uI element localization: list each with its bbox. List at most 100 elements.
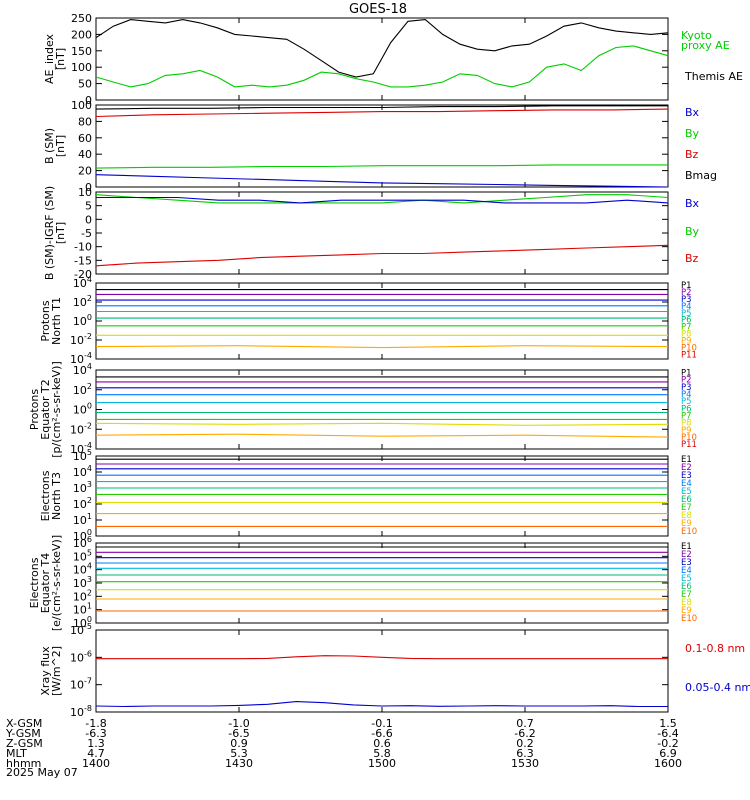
x-axis-tick-value: 1.5 [659,717,677,730]
y-tick-label: 101 [73,512,92,527]
legend-entry: P8 [681,419,692,429]
x-axis-tick-value: -0.2 [657,737,678,750]
series-line-bx [95,174,669,188]
panel-frame [95,104,669,188]
legend-entry: Bmag [685,169,717,182]
y-tick-label: 10-2 [70,332,92,347]
x-axis-tick-value: -6.5 [228,727,249,740]
x-axis-row-label: Y-GSM [5,727,41,740]
x-axis-tick-value: 6.3 [516,747,534,760]
y-tick-label: 10-6 [70,649,92,664]
x-axis-row-label: Z-GSM [6,737,43,750]
y-tick-label: 250 [71,12,92,25]
series-line-p9 [95,433,669,438]
legend-entry: P3 [681,295,692,305]
y-axis-label: B (SM)-IGRF (SM)[nT] [43,186,67,280]
legend-entry: E7 [681,503,692,513]
y-tick-label: 102 [73,294,92,309]
series-line-bmag [95,105,668,110]
x-axis-tick-value: 1430 [225,757,253,770]
y-tick-exponent: -8 [84,704,92,713]
x-axis-tick-value: -1.0 [228,717,249,730]
y-axis-label-line: [W/m^2] [50,646,63,696]
y-tick-label: -10 [74,241,92,254]
series-line-by [95,194,669,204]
legend-entry: P2 [681,288,692,298]
y-tick-label: 20 [78,165,92,178]
y-tick-exponent: 2 [87,588,92,597]
panel-frame [95,629,669,713]
x-axis-tick-value: 1.3 [87,737,105,750]
legend-entry: E2 [681,463,692,473]
x-axis-tick-value: 0.7 [516,717,534,730]
x-axis-tick-value: -6.4 [657,727,678,740]
y-tick-exponent: 2 [87,294,92,303]
y-axis-label-line: [nT] [54,48,67,70]
y-tick-label: 10 [78,186,92,199]
y-tick-label: 150 [71,45,92,58]
series-line-p8 [95,422,669,426]
y-axis-label-line: Equator T2 [39,379,52,439]
series-line-kyoto-proxy-ae [95,45,669,88]
x-axis-tick-value: 1500 [368,757,396,770]
legend-entry: P4 [681,390,692,400]
panel-frame [95,455,669,537]
y-tick-label: 103 [73,480,92,495]
y-tick-label: 0 [85,213,92,226]
y-tick-exponent: 4 [87,362,92,371]
legend-entry: By [685,127,700,140]
series-line-bz [95,244,669,267]
y-tick-label: 104 [73,464,92,479]
y-tick-label: 200 [71,28,92,41]
legend-entry: E2 [681,550,692,560]
legend-entry: proxy AE [681,39,730,52]
series-line-bz [95,108,669,118]
y-tick-exponent: 5 [87,548,92,557]
x-axis-tick-value: 1600 [654,757,682,770]
y-axis-label-line: Equator T4 [39,553,52,613]
legend-entry: E4 [681,566,692,576]
y-tick-label: 102 [73,382,92,397]
legend-entry: P8 [681,330,692,340]
y-axis-label-line: AE_index [43,33,56,84]
x-axis-tick-value: 5.8 [373,747,391,760]
x-axis-tick-value: 1530 [511,757,539,770]
y-tick-exponent: -6 [84,649,92,658]
legend-entry: Bx [685,106,700,119]
legend-entry: E1 [681,455,692,465]
y-axis-label-line: Protons [39,300,52,341]
series-line-bx [96,196,669,204]
legend-entry: E6 [681,495,692,505]
y-tick-label: 10-7 [70,677,92,692]
y-axis-label: AE_index[nT] [43,33,67,84]
y-tick-label: 5 [85,200,92,213]
legend-entry: P6 [681,404,692,414]
legend-entry: P9 [681,336,692,346]
y-tick-exponent: 3 [87,575,92,584]
legend-entry: E9 [681,519,692,529]
y-tick-label: -15 [74,254,92,267]
y-axis-label-line: Electrons [39,470,52,521]
y-tick-exponent: 3 [87,480,92,489]
y-tick-label: 10-2 [70,421,92,436]
series-line-themis-ae [95,19,669,78]
series-line-p9 [95,345,669,349]
x-axis-tick-value: -6.6 [371,727,392,740]
legend-entry: P10 [681,343,697,353]
x-axis-tick-value: 0.2 [516,737,534,750]
y-tick-label: 40 [78,148,92,161]
legend-entry: P3 [681,383,692,393]
legend-entry: P5 [681,309,692,319]
legend-entry: E10 [681,614,697,624]
x-axis-tick-value: -6.2 [514,727,535,740]
legend-entry: Bx [685,197,700,210]
y-tick-label: 10-5 [70,622,92,637]
legend-entry: E3 [681,558,692,568]
legend-entry: E9 [681,606,692,616]
y-tick-exponent: -4 [84,351,92,360]
legend-entry: P9 [681,426,692,436]
